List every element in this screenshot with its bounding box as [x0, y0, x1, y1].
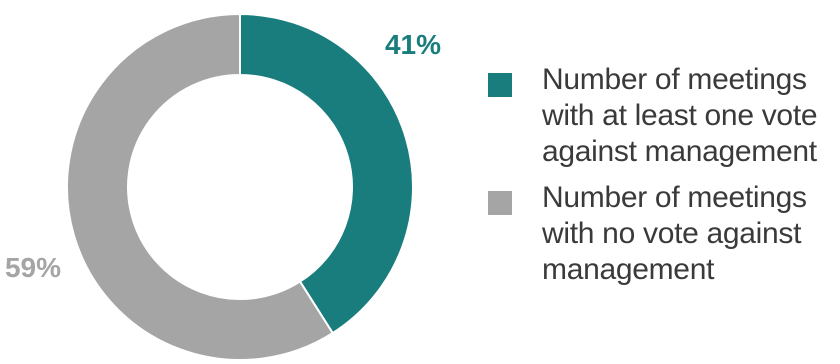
- legend-item-no-vote-against: Number of meetings with no vote against …: [488, 180, 833, 288]
- legend: Number of meetings with at least one vot…: [488, 62, 833, 298]
- donut-slice-41: [239, 12, 414, 335]
- legend-label: Number of meetings with no vote against …: [542, 181, 807, 286]
- slice-label-59: 59%: [5, 252, 61, 283]
- donut-slice-59: [66, 12, 335, 361]
- slices-group: [66, 12, 414, 361]
- legend-swatch-teal: [488, 73, 512, 97]
- legend-item-with-vote-against: Number of meetings with at least one vot…: [488, 62, 833, 170]
- legend-label: Number of meetings with at least one vot…: [542, 63, 818, 168]
- legend-swatch-gray: [488, 191, 512, 215]
- slice-label-41: 41%: [385, 29, 441, 60]
